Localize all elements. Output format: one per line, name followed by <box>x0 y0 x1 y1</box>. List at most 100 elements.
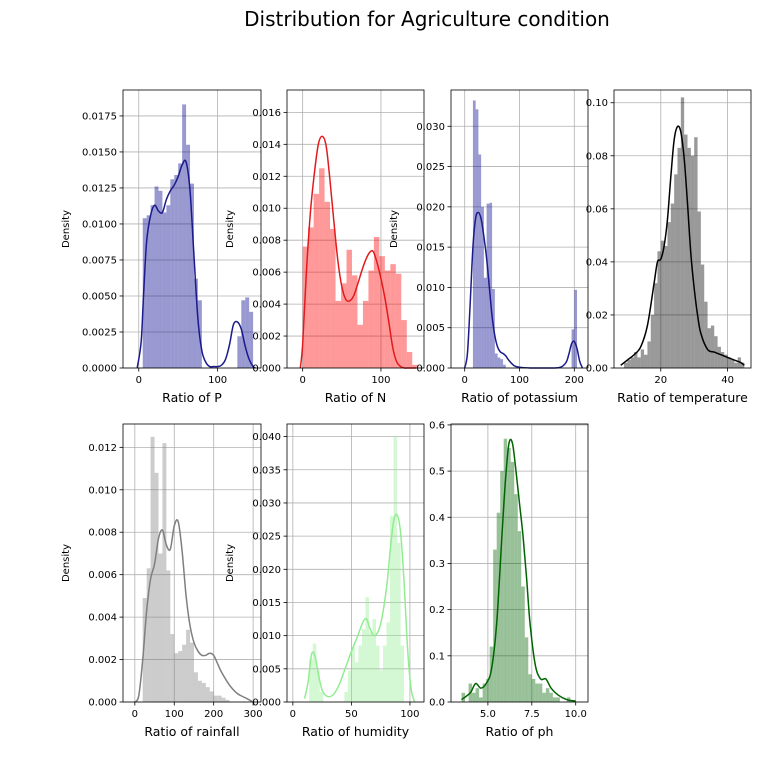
histogram-bar <box>514 494 518 702</box>
y-tick-label: 0.08 <box>586 151 608 162</box>
histogram-bar <box>680 97 685 368</box>
x-axis-label: Ratio of N <box>325 390 386 405</box>
x-tick-label: 0 <box>290 709 296 720</box>
kde-line <box>620 125 745 366</box>
histogram-bar <box>528 674 532 702</box>
histogram-bar <box>489 202 493 368</box>
y-tick-label: 0.020 <box>252 565 281 576</box>
y-tick-label: 0.010 <box>416 283 445 294</box>
histogram-bar <box>390 264 396 368</box>
histogram-bar <box>217 695 222 702</box>
histogram-bar <box>724 354 728 368</box>
histogram-bar <box>657 251 661 368</box>
y-tick-label: 0.005 <box>416 323 445 334</box>
y-tick-label: 0.010 <box>88 485 117 496</box>
histogram-bar <box>309 658 313 702</box>
histogram-bar <box>205 687 210 702</box>
x-tick-label: 0 <box>299 375 305 386</box>
histogram-bar <box>201 682 206 702</box>
y-tick-label: 0.040 <box>252 432 281 443</box>
histogram-bar <box>700 264 705 368</box>
histogram-bar <box>624 362 628 368</box>
y-axis-label: Density <box>61 210 72 248</box>
y-tick-label: 0.3 <box>429 559 445 570</box>
histogram-bar <box>670 203 675 368</box>
histogram-bar <box>324 201 331 368</box>
histogram-bar <box>166 205 171 368</box>
histogram-bar <box>142 218 147 368</box>
histogram-bar <box>197 680 202 702</box>
histogram-bar <box>486 203 490 368</box>
histogram-bar <box>158 553 163 702</box>
y-tick-label: 0.02 <box>586 310 608 321</box>
histogram-bar <box>150 205 155 368</box>
x-tick-label: 50 <box>345 709 358 720</box>
y-tick-label: 0.000 <box>252 364 281 375</box>
y-tick-label: 0.008 <box>88 528 117 539</box>
histogram-bar <box>707 328 711 368</box>
y-tick-label: 0.005 <box>252 664 281 675</box>
histogram-bar <box>627 360 631 368</box>
y-tick-label: 0.008 <box>252 236 281 247</box>
histogram-bar <box>538 683 543 702</box>
histogram-bar <box>186 144 191 368</box>
histogram-bar <box>316 670 320 702</box>
histogram-bar <box>571 329 575 368</box>
histogram-bar <box>687 147 691 368</box>
histogram-bar <box>637 357 641 368</box>
histogram-bar <box>368 632 373 702</box>
histogram-bar <box>482 683 487 702</box>
histogram-bar <box>354 662 359 702</box>
histogram-bar <box>545 688 550 702</box>
histogram-bar <box>531 678 536 702</box>
y-tick-label: 0.000 <box>252 698 281 709</box>
histogram-bar <box>390 516 394 702</box>
histogram-bar <box>727 357 731 368</box>
histogram-bar <box>142 598 147 702</box>
y-tick-label: 0.0075 <box>82 255 117 266</box>
histogram-bar <box>190 183 194 368</box>
x-tick-label: 20 <box>654 375 667 386</box>
axes-frame <box>613 89 752 369</box>
histogram-bar <box>677 147 681 368</box>
y-tick-label: 0.006 <box>88 570 117 581</box>
x-axis-label: Ratio of potassium <box>461 390 578 405</box>
histogram-bar <box>379 670 384 702</box>
histogram-bar <box>154 186 159 368</box>
histogram-bar <box>401 320 407 368</box>
histogram-bar <box>634 352 638 368</box>
y-tick-label: 0.002 <box>252 332 281 343</box>
histogram-bar <box>489 646 494 702</box>
histogram-bar <box>500 359 504 368</box>
histogram-bar <box>170 179 175 368</box>
histogram-bar <box>365 597 369 702</box>
y-tick-label: 0.0050 <box>82 291 117 302</box>
y-tick-label: 0.1 <box>429 651 445 662</box>
y-tick-label: 0.0150 <box>82 147 117 158</box>
histogram-bar <box>358 645 362 702</box>
histogram-bar <box>503 438 508 702</box>
subplot-7: 5.0 7.5 10.0 0.0 0.1 0.2 0.3 0.4 0.5 0.6 Ratio of … <box>429 420 589 739</box>
histogram-bar <box>472 692 476 702</box>
y-tick-label: 0.0125 <box>82 183 117 194</box>
histogram-bar <box>193 672 198 702</box>
histogram-bar <box>193 278 198 368</box>
y-tick-label: 0.014 <box>252 140 281 151</box>
y-tick-label: 0.010 <box>252 204 281 215</box>
y-tick-label: 0.020 <box>416 202 445 213</box>
y-tick-label: 0.0025 <box>82 327 117 338</box>
x-tick-label: 10.0 <box>565 709 587 720</box>
histogram-bar <box>720 352 725 368</box>
kde-line <box>299 135 417 369</box>
x-tick-label: 100 <box>400 709 419 720</box>
histogram-bar <box>667 222 671 368</box>
histogram-bar <box>684 134 688 368</box>
histogram-bar <box>182 104 187 368</box>
y-tick-label: 0.0000 <box>82 364 117 375</box>
histogram-bar <box>225 699 230 702</box>
histogram-bar <box>412 364 418 368</box>
histogram-bar <box>383 645 387 702</box>
histogram-bar <box>330 229 336 368</box>
histogram-bar <box>674 174 678 368</box>
figure-title: Distribution for Agriculture condition <box>244 7 610 31</box>
